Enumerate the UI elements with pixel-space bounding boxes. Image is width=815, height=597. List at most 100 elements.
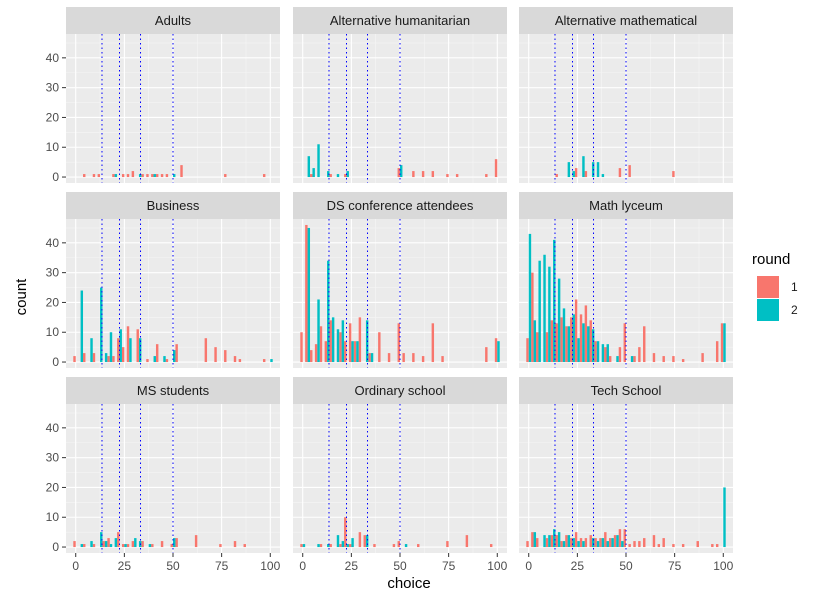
bar-round-1	[92, 544, 96, 548]
bar-round-1	[531, 532, 534, 548]
x-tick-label: 25	[345, 559, 359, 573]
bar-round-1	[224, 350, 227, 363]
legend-key-2	[757, 299, 779, 321]
bar-round-1	[92, 353, 96, 363]
bar-round-1	[633, 541, 636, 548]
facet-tech-school: Tech School 0 25 50 75 100	[519, 377, 734, 573]
bar-round-1	[310, 174, 313, 178]
bar-round-1	[662, 356, 665, 363]
y-tick-label: 10	[46, 140, 60, 154]
bar-round-2	[543, 535, 546, 548]
bar-round-1	[570, 317, 573, 363]
x-tick-label: 75	[442, 559, 456, 573]
bar-round-1	[83, 174, 86, 178]
bar-round-1	[628, 165, 631, 178]
facet-title: Adults	[155, 13, 192, 28]
y-tick-label: 40	[46, 421, 60, 435]
bar-round-2	[351, 341, 354, 363]
y-tick-label: 40	[46, 236, 60, 250]
bar-round-2	[621, 541, 624, 548]
bar-round-2	[90, 338, 93, 363]
bar-round-2	[606, 344, 609, 363]
bar-round-1	[623, 529, 626, 548]
bar-round-1	[421, 171, 425, 178]
bar-round-1	[344, 517, 347, 548]
bar-round-1	[570, 538, 573, 548]
x-axis-title-group: choice	[387, 575, 430, 592]
bar-round-2	[606, 541, 609, 548]
bar-round-1	[715, 544, 719, 548]
bar-round-1	[441, 356, 444, 363]
bar-round-2	[346, 544, 349, 548]
facet-title: Ordinary school	[354, 383, 445, 398]
bar-round-2	[582, 541, 585, 548]
bar-round-1	[623, 323, 626, 363]
bar-round-2	[528, 233, 532, 363]
bar-round-2	[553, 239, 556, 363]
bar-round-1	[329, 544, 332, 548]
bar-round-2	[114, 538, 118, 548]
bar-round-1	[112, 174, 115, 178]
bar-round-1	[455, 174, 459, 178]
bar-round-1	[711, 544, 714, 548]
bar-round-1	[151, 174, 154, 178]
legend-keys: 12	[757, 276, 798, 321]
x-tick-label: 25	[118, 559, 132, 573]
facet-strip	[519, 192, 733, 219]
bar-round-1	[160, 541, 164, 548]
bar-round-2	[553, 529, 556, 548]
bar-round-1	[373, 544, 376, 548]
bar-round-1	[672, 544, 675, 548]
bar-round-1	[550, 535, 554, 548]
bars	[300, 224, 500, 363]
bars	[83, 165, 266, 178]
bar-round-1	[485, 347, 488, 363]
bar-round-1	[681, 359, 685, 363]
bar-round-2	[80, 544, 84, 548]
bar-round-2	[148, 544, 152, 548]
bar-round-1	[397, 323, 400, 363]
bar-round-1	[262, 359, 266, 363]
bar-round-1	[233, 356, 237, 363]
bar-round-1	[219, 544, 222, 548]
legend-key-1	[757, 276, 779, 298]
bar-round-1	[151, 544, 154, 548]
bar-round-1	[112, 356, 115, 363]
x-axis-title: choice	[387, 575, 430, 592]
bar-round-1	[526, 541, 529, 548]
bar-round-1	[131, 541, 135, 548]
bar-round-1	[107, 538, 110, 548]
facet-title: DS conference attendees	[327, 198, 474, 213]
bar-round-1	[555, 323, 558, 363]
bar-round-2	[533, 320, 537, 363]
bar-round-1	[97, 174, 101, 178]
y-tick-label: 30	[46, 266, 60, 280]
bar-round-1	[121, 544, 125, 548]
bar-round-2	[365, 535, 369, 548]
facet-title: Business	[147, 198, 200, 213]
facet-strip	[293, 192, 507, 219]
y-tick-label: 20	[46, 110, 60, 124]
bar-round-1	[555, 535, 558, 548]
bar-round-2	[153, 174, 156, 178]
bar-round-1	[180, 165, 183, 178]
bar-round-1	[446, 541, 449, 548]
bar-round-2	[100, 532, 103, 548]
x-tick-label: 0	[525, 559, 532, 573]
bar-round-1	[305, 224, 308, 363]
bar-round-1	[662, 538, 665, 548]
bar-round-1	[107, 356, 110, 363]
bar-round-1	[618, 529, 622, 548]
bar-round-1	[319, 326, 323, 363]
bar-round-1	[368, 353, 371, 363]
bar-round-1	[701, 353, 704, 363]
bar-round-1	[329, 320, 332, 363]
bar-round-1	[224, 174, 227, 178]
bar-round-1	[613, 535, 617, 548]
facet-title: Alternative humanitarian	[330, 13, 470, 28]
facet-strip	[66, 7, 280, 34]
bar-round-1	[574, 532, 578, 548]
legend: round 12	[752, 251, 798, 321]
facet-strip	[66, 377, 280, 404]
bar-round-2	[341, 541, 345, 548]
